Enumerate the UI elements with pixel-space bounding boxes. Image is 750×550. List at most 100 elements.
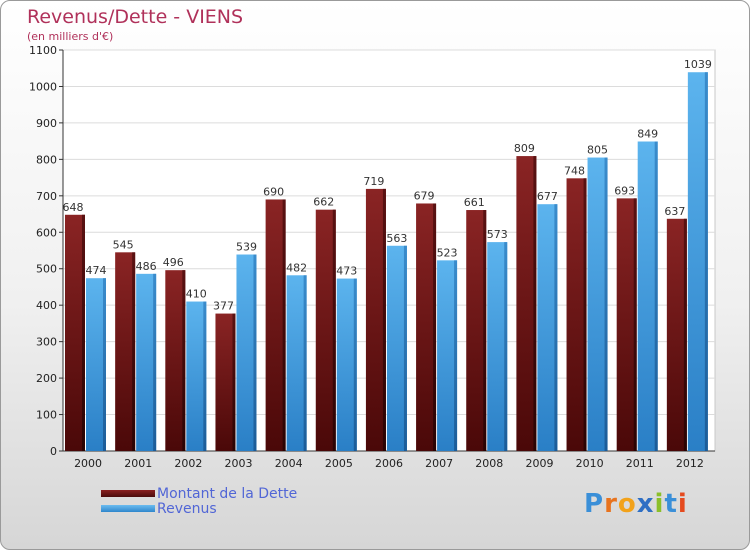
y-tick-label: 900 <box>36 117 57 130</box>
bar-debt <box>215 313 236 451</box>
data-label-revenue: 1039 <box>684 58 712 71</box>
bar-revenue-shade <box>403 245 407 451</box>
bar-debt-shade <box>683 218 687 451</box>
logo-letter: r <box>604 489 618 519</box>
x-tick-label: 2000 <box>74 457 102 470</box>
bar-revenue <box>487 242 508 451</box>
bar-revenue <box>386 245 407 451</box>
y-tick-label: 700 <box>36 190 57 203</box>
data-label-revenue: 849 <box>637 128 658 141</box>
bar-revenue-shade <box>103 278 106 451</box>
bar-revenue-shade <box>153 273 157 451</box>
bar-revenue-shade <box>504 242 508 451</box>
chart-subtitle: (en milliers d'€) <box>27 30 114 43</box>
bar-debt <box>165 270 186 451</box>
data-label-revenue: 805 <box>587 144 608 157</box>
chart-title: Revenus/Dette - VIENS <box>27 6 244 28</box>
x-tick-label: 2006 <box>375 457 403 470</box>
bar-debt-shade <box>82 214 85 451</box>
bar-revenue <box>537 204 558 451</box>
bar-debt-shade <box>182 270 186 451</box>
bar-revenue <box>587 157 608 452</box>
bar-debt-shade <box>282 199 286 451</box>
logo-letter: i <box>677 489 688 519</box>
bar-debt <box>365 188 386 451</box>
bar-revenue <box>236 254 257 451</box>
data-label-revenue: 486 <box>136 260 157 273</box>
bar-debt <box>265 199 286 451</box>
y-tick-label: 300 <box>36 336 57 349</box>
bar-debt-shade <box>332 209 336 451</box>
x-tick-label: 2011 <box>626 457 654 470</box>
bar-debt <box>315 209 336 451</box>
x-tick-label: 2012 <box>676 457 704 470</box>
bar-revenue <box>136 273 157 451</box>
legend-item-revenue: Revenus <box>101 502 341 517</box>
bar-debt-shade <box>533 156 537 451</box>
x-tick-label: 2009 <box>525 457 553 470</box>
data-label-revenue: 573 <box>487 228 508 241</box>
bar-debt-shade <box>483 210 487 451</box>
y-tick-label: 800 <box>36 153 57 166</box>
bar-revenue <box>336 278 357 451</box>
data-label-debt: 637 <box>664 205 685 218</box>
bar-revenue <box>86 278 106 451</box>
legend-swatch-debt <box>101 490 155 497</box>
data-label-revenue: 474 <box>86 264 107 277</box>
bar-revenue-shade <box>704 72 708 451</box>
bar-debt <box>616 198 637 451</box>
bar-revenue-shade <box>253 254 257 451</box>
data-label-debt: 496 <box>163 256 184 269</box>
bar-revenue-shade <box>604 157 608 452</box>
bar-debt <box>666 218 687 451</box>
bar-revenue-shade <box>353 278 357 451</box>
y-tick-label: 500 <box>36 263 57 276</box>
bar-debt-shade <box>633 198 637 451</box>
bar-debt-shade <box>583 178 587 451</box>
bar-revenue-shade <box>303 275 307 451</box>
data-label-debt: 748 <box>564 164 585 177</box>
data-label-revenue: 677 <box>537 190 558 203</box>
bar-debt-shade <box>382 188 386 451</box>
bar-revenue <box>437 260 458 451</box>
x-tick-label: 2008 <box>475 457 503 470</box>
data-label-debt: 690 <box>263 185 284 198</box>
legend-item-debt: Montant de la Dette <box>101 487 341 502</box>
y-tick-label: 400 <box>36 299 57 312</box>
data-label-debt: 545 <box>113 238 134 251</box>
data-label-debt: 719 <box>363 175 384 188</box>
bar-revenue <box>286 275 307 451</box>
bar-revenue <box>186 301 207 451</box>
data-label-revenue: 410 <box>186 288 207 301</box>
x-tick-label: 2007 <box>425 457 453 470</box>
bar-debt <box>65 214 85 451</box>
bar-debt <box>115 252 136 451</box>
x-tick-label: 2005 <box>325 457 353 470</box>
x-tick-label: 2003 <box>225 457 253 470</box>
data-label-debt: 661 <box>464 196 485 209</box>
data-label-revenue: 523 <box>437 246 458 259</box>
logo-letter: P <box>584 489 605 519</box>
bar-revenue-shade <box>203 301 207 451</box>
bar-revenue <box>687 72 708 451</box>
y-tick-label: 1000 <box>29 80 57 93</box>
data-label-debt: 693 <box>614 184 635 197</box>
bar-debt-shade <box>132 252 136 451</box>
data-label-revenue: 482 <box>286 261 307 274</box>
legend-label-debt: Montant de la Dette <box>157 486 298 502</box>
legend: Montant de la Dette Revenus <box>101 487 341 517</box>
bar-revenue-shade <box>454 260 458 451</box>
y-tick-label: 200 <box>36 372 57 385</box>
bar-debt-shade <box>232 313 236 451</box>
logo-letter: t <box>664 489 678 519</box>
y-tick-label: 0 <box>50 445 57 458</box>
x-tick-label: 2001 <box>124 457 152 470</box>
logo-letter: o <box>617 489 637 519</box>
data-label-revenue: 563 <box>386 232 407 245</box>
bar-debt <box>516 156 537 451</box>
bar-revenue <box>637 141 658 451</box>
bar-revenue-shade <box>654 141 658 451</box>
legend-label-revenue: Revenus <box>157 501 217 517</box>
